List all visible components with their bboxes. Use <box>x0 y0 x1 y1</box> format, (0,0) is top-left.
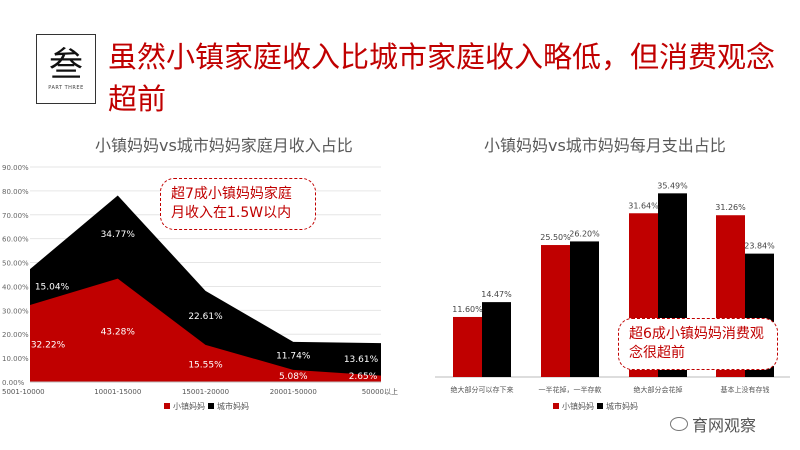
bar-label-town: 25.50% <box>540 233 571 242</box>
city-value-label: 22.61% <box>188 312 223 322</box>
bar-label-town: 11.60% <box>452 305 483 314</box>
left-chart-title: 小镇妈妈vs城市妈妈家庭月收入占比 <box>95 136 353 155</box>
town-value-label: 43.28% <box>101 327 136 337</box>
right-callout: 超6成小镇妈妈消费观念很超前 <box>618 318 778 370</box>
bar-label-city: 35.49% <box>657 181 688 190</box>
y-tick-label: 90.00% <box>2 164 29 172</box>
right-chart-title: 小镇妈妈vs城市妈妈每月支出占比 <box>484 136 726 155</box>
x-category-label: 50000以上 <box>362 387 398 396</box>
x-category-label: 15001-20000 <box>182 388 229 396</box>
left-callout: 超7成小镇妈妈家庭月收入在1.5W以内 <box>160 178 316 230</box>
city-value-label: 11.74% <box>276 351 311 361</box>
x-category-label: 绝大部分可以存下来 <box>451 385 514 394</box>
page-title: 虽然小镇家庭收入比城市家庭收入略低，但消费观念超前 <box>108 40 776 116</box>
logo-subtitle: PART THREE <box>48 85 84 91</box>
legend-swatch-city <box>597 403 603 409</box>
legend-label-town: 小镇妈妈 <box>173 401 205 411</box>
bar-label-city: 23.84% <box>744 242 775 251</box>
legend-swatch-city <box>208 403 214 409</box>
watermark: 育网观察 <box>670 412 756 436</box>
bar-city <box>482 302 511 377</box>
city-value-label: 15.04% <box>35 282 70 292</box>
bar-town <box>453 316 482 377</box>
bar-label-town: 31.26% <box>715 203 746 212</box>
logo-glyph: 叁 <box>49 45 83 85</box>
y-tick-label: 70.00% <box>2 212 29 220</box>
x-category-label: 10001-15000 <box>94 388 141 396</box>
legend-swatch-town <box>553 403 559 409</box>
city-value-label: 34.77% <box>101 230 136 240</box>
x-category-label: 一半花掉，一半存款 <box>539 385 602 394</box>
y-tick-label: 60.00% <box>2 236 29 244</box>
bar-label-city: 14.47% <box>481 290 512 299</box>
x-category-label: 5001-10000 <box>2 388 45 396</box>
wechat-icon <box>670 417 688 431</box>
y-tick-label: 80.00% <box>2 188 29 196</box>
watermark-text: 育网观察 <box>692 416 757 435</box>
town-value-label: 32.22% <box>31 341 66 351</box>
y-tick-label: 10.00% <box>2 355 29 363</box>
town-value-label: 5.08% <box>279 372 308 382</box>
y-tick-label: 30.00% <box>2 307 29 315</box>
legend-label-city: 城市妈妈 <box>606 401 638 411</box>
legend-label-town: 小镇妈妈 <box>562 401 594 411</box>
legend-label-city: 城市妈妈 <box>217 401 249 411</box>
bar-label-city: 26.20% <box>569 229 600 238</box>
x-category-label: 20001-50000 <box>270 388 317 396</box>
bar-label-town: 31.64% <box>628 201 659 210</box>
town-area <box>30 278 381 382</box>
y-tick-label: 50.00% <box>2 260 29 268</box>
town-value-label: 2.65% <box>349 372 378 382</box>
y-tick-label: 40.00% <box>2 283 29 291</box>
y-tick-label: 0.00% <box>2 379 25 387</box>
town-value-label: 15.55% <box>188 360 223 370</box>
x-category-label: 基本上没有存钱 <box>721 385 770 394</box>
bar-city <box>570 241 599 377</box>
section-logo: 叁 PART THREE <box>36 34 96 104</box>
legend-swatch-town <box>164 403 170 409</box>
bar-town <box>541 245 570 377</box>
x-category-label: 绝大部分会花掉 <box>634 385 683 394</box>
y-tick-label: 20.00% <box>2 331 29 339</box>
city-value-label: 13.61% <box>344 355 379 365</box>
